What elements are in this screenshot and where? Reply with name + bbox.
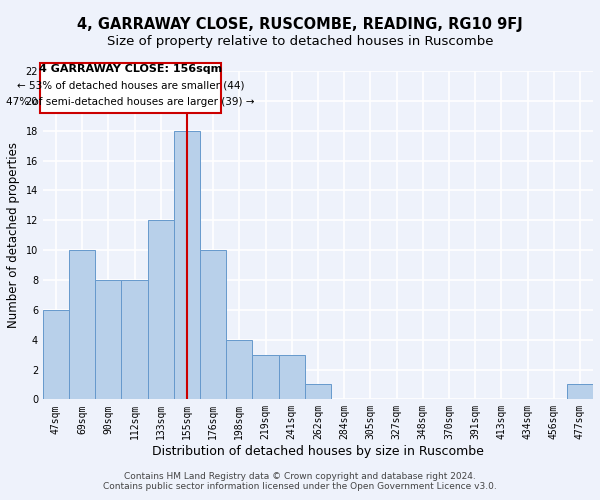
Y-axis label: Number of detached properties: Number of detached properties bbox=[7, 142, 20, 328]
Bar bbox=[43, 310, 69, 400]
Bar bbox=[200, 250, 226, 400]
Bar bbox=[226, 340, 253, 400]
Bar bbox=[305, 384, 331, 400]
Text: ← 53% of detached houses are smaller (44): ← 53% of detached houses are smaller (44… bbox=[17, 81, 244, 91]
X-axis label: Distribution of detached houses by size in Ruscombe: Distribution of detached houses by size … bbox=[152, 445, 484, 458]
Text: Contains public sector information licensed under the Open Government Licence v3: Contains public sector information licen… bbox=[103, 482, 497, 491]
Text: Contains HM Land Registry data © Crown copyright and database right 2024.: Contains HM Land Registry data © Crown c… bbox=[124, 472, 476, 481]
Text: 47% of semi-detached houses are larger (39) →: 47% of semi-detached houses are larger (… bbox=[7, 98, 255, 108]
Bar bbox=[174, 130, 200, 400]
Bar bbox=[253, 354, 278, 400]
Bar bbox=[278, 354, 305, 400]
Text: 4 GARRAWAY CLOSE: 156sqm: 4 GARRAWAY CLOSE: 156sqm bbox=[39, 64, 222, 74]
Bar bbox=[95, 280, 121, 400]
Bar bbox=[69, 250, 95, 400]
Text: 4, GARRAWAY CLOSE, RUSCOMBE, READING, RG10 9FJ: 4, GARRAWAY CLOSE, RUSCOMBE, READING, RG… bbox=[77, 18, 523, 32]
Bar bbox=[567, 384, 593, 400]
FancyBboxPatch shape bbox=[40, 64, 221, 113]
Bar bbox=[121, 280, 148, 400]
Bar bbox=[148, 220, 174, 400]
Text: Size of property relative to detached houses in Ruscombe: Size of property relative to detached ho… bbox=[107, 35, 493, 48]
